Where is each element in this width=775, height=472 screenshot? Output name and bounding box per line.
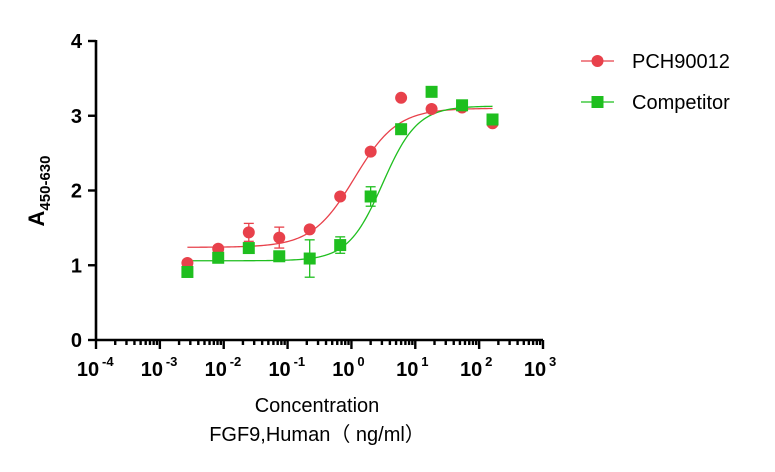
legend-marker-pch90012 — [591, 55, 604, 67]
y-tick-label: 3 — [71, 106, 82, 128]
data-point-pch90012 — [425, 103, 438, 116]
x-tick-exponent: 0 — [357, 354, 364, 369]
y-tick-label: 4 — [71, 31, 83, 53]
svg-text:A450-630: A450-630 — [24, 156, 54, 227]
data-point-competitor — [364, 190, 377, 203]
data-point-competitor — [273, 250, 286, 263]
fit-curve-pch90012 — [187, 107, 493, 248]
data-point-pch90012 — [334, 190, 347, 203]
x-tick-label: 10 — [268, 359, 290, 381]
x-tick-exponent: -1 — [294, 354, 306, 369]
data-point-pch90012 — [242, 226, 255, 239]
x-axis-subtitle: FGF9,Human（ ng/ml） — [209, 423, 425, 446]
x-tick-label: 10 — [205, 359, 227, 381]
x-tick-exponent: -4 — [102, 354, 114, 369]
data-point-competitor — [395, 123, 408, 136]
data-point-pch90012 — [273, 231, 286, 244]
data-points-group — [181, 85, 499, 278]
data-point-competitor — [334, 239, 347, 252]
x-tick-label: 10 — [524, 359, 546, 381]
data-point-pch90012 — [395, 91, 408, 104]
y-axis-title-subscript: 450-630 — [37, 156, 54, 211]
data-point-competitor — [242, 242, 255, 255]
data-point-pch90012 — [364, 145, 377, 158]
data-point-competitor — [303, 252, 316, 265]
legend-label-competitor: Competitor — [632, 92, 730, 114]
x-tick-label: 10 — [77, 359, 99, 381]
x-tick-label: 10 — [141, 359, 163, 381]
data-point-competitor — [486, 113, 499, 126]
data-point-competitor — [212, 251, 225, 264]
x-tick-exponent: 2 — [485, 354, 492, 369]
data-point-pch90012 — [303, 223, 316, 236]
y-tick-label: 2 — [71, 181, 82, 203]
legend-label-pch90012: PCH90012 — [632, 51, 730, 73]
y-axis-title: A450-630 — [24, 156, 54, 227]
x-tick-exponent: 3 — [549, 354, 556, 369]
legend: PCH90012 Competitor — [581, 51, 730, 114]
data-point-competitor — [181, 265, 194, 278]
data-point-competitor — [425, 85, 438, 98]
x-tick-exponent: -2 — [230, 354, 242, 369]
y-tick-label: 1 — [71, 255, 82, 277]
x-tick-label: 10 — [332, 359, 354, 381]
data-point-competitor — [456, 99, 469, 112]
x-axis-title: Concentration — [255, 395, 380, 417]
x-tick-exponent: 1 — [421, 354, 428, 369]
y-axis-title-main: A — [24, 210, 49, 226]
legend-marker-competitor — [591, 96, 604, 108]
x-tick-label: 10 — [396, 359, 418, 381]
y-tick-label: 0 — [71, 330, 82, 352]
x-tick-label: 10 — [460, 359, 482, 381]
x-tick-exponent: -3 — [166, 354, 178, 369]
